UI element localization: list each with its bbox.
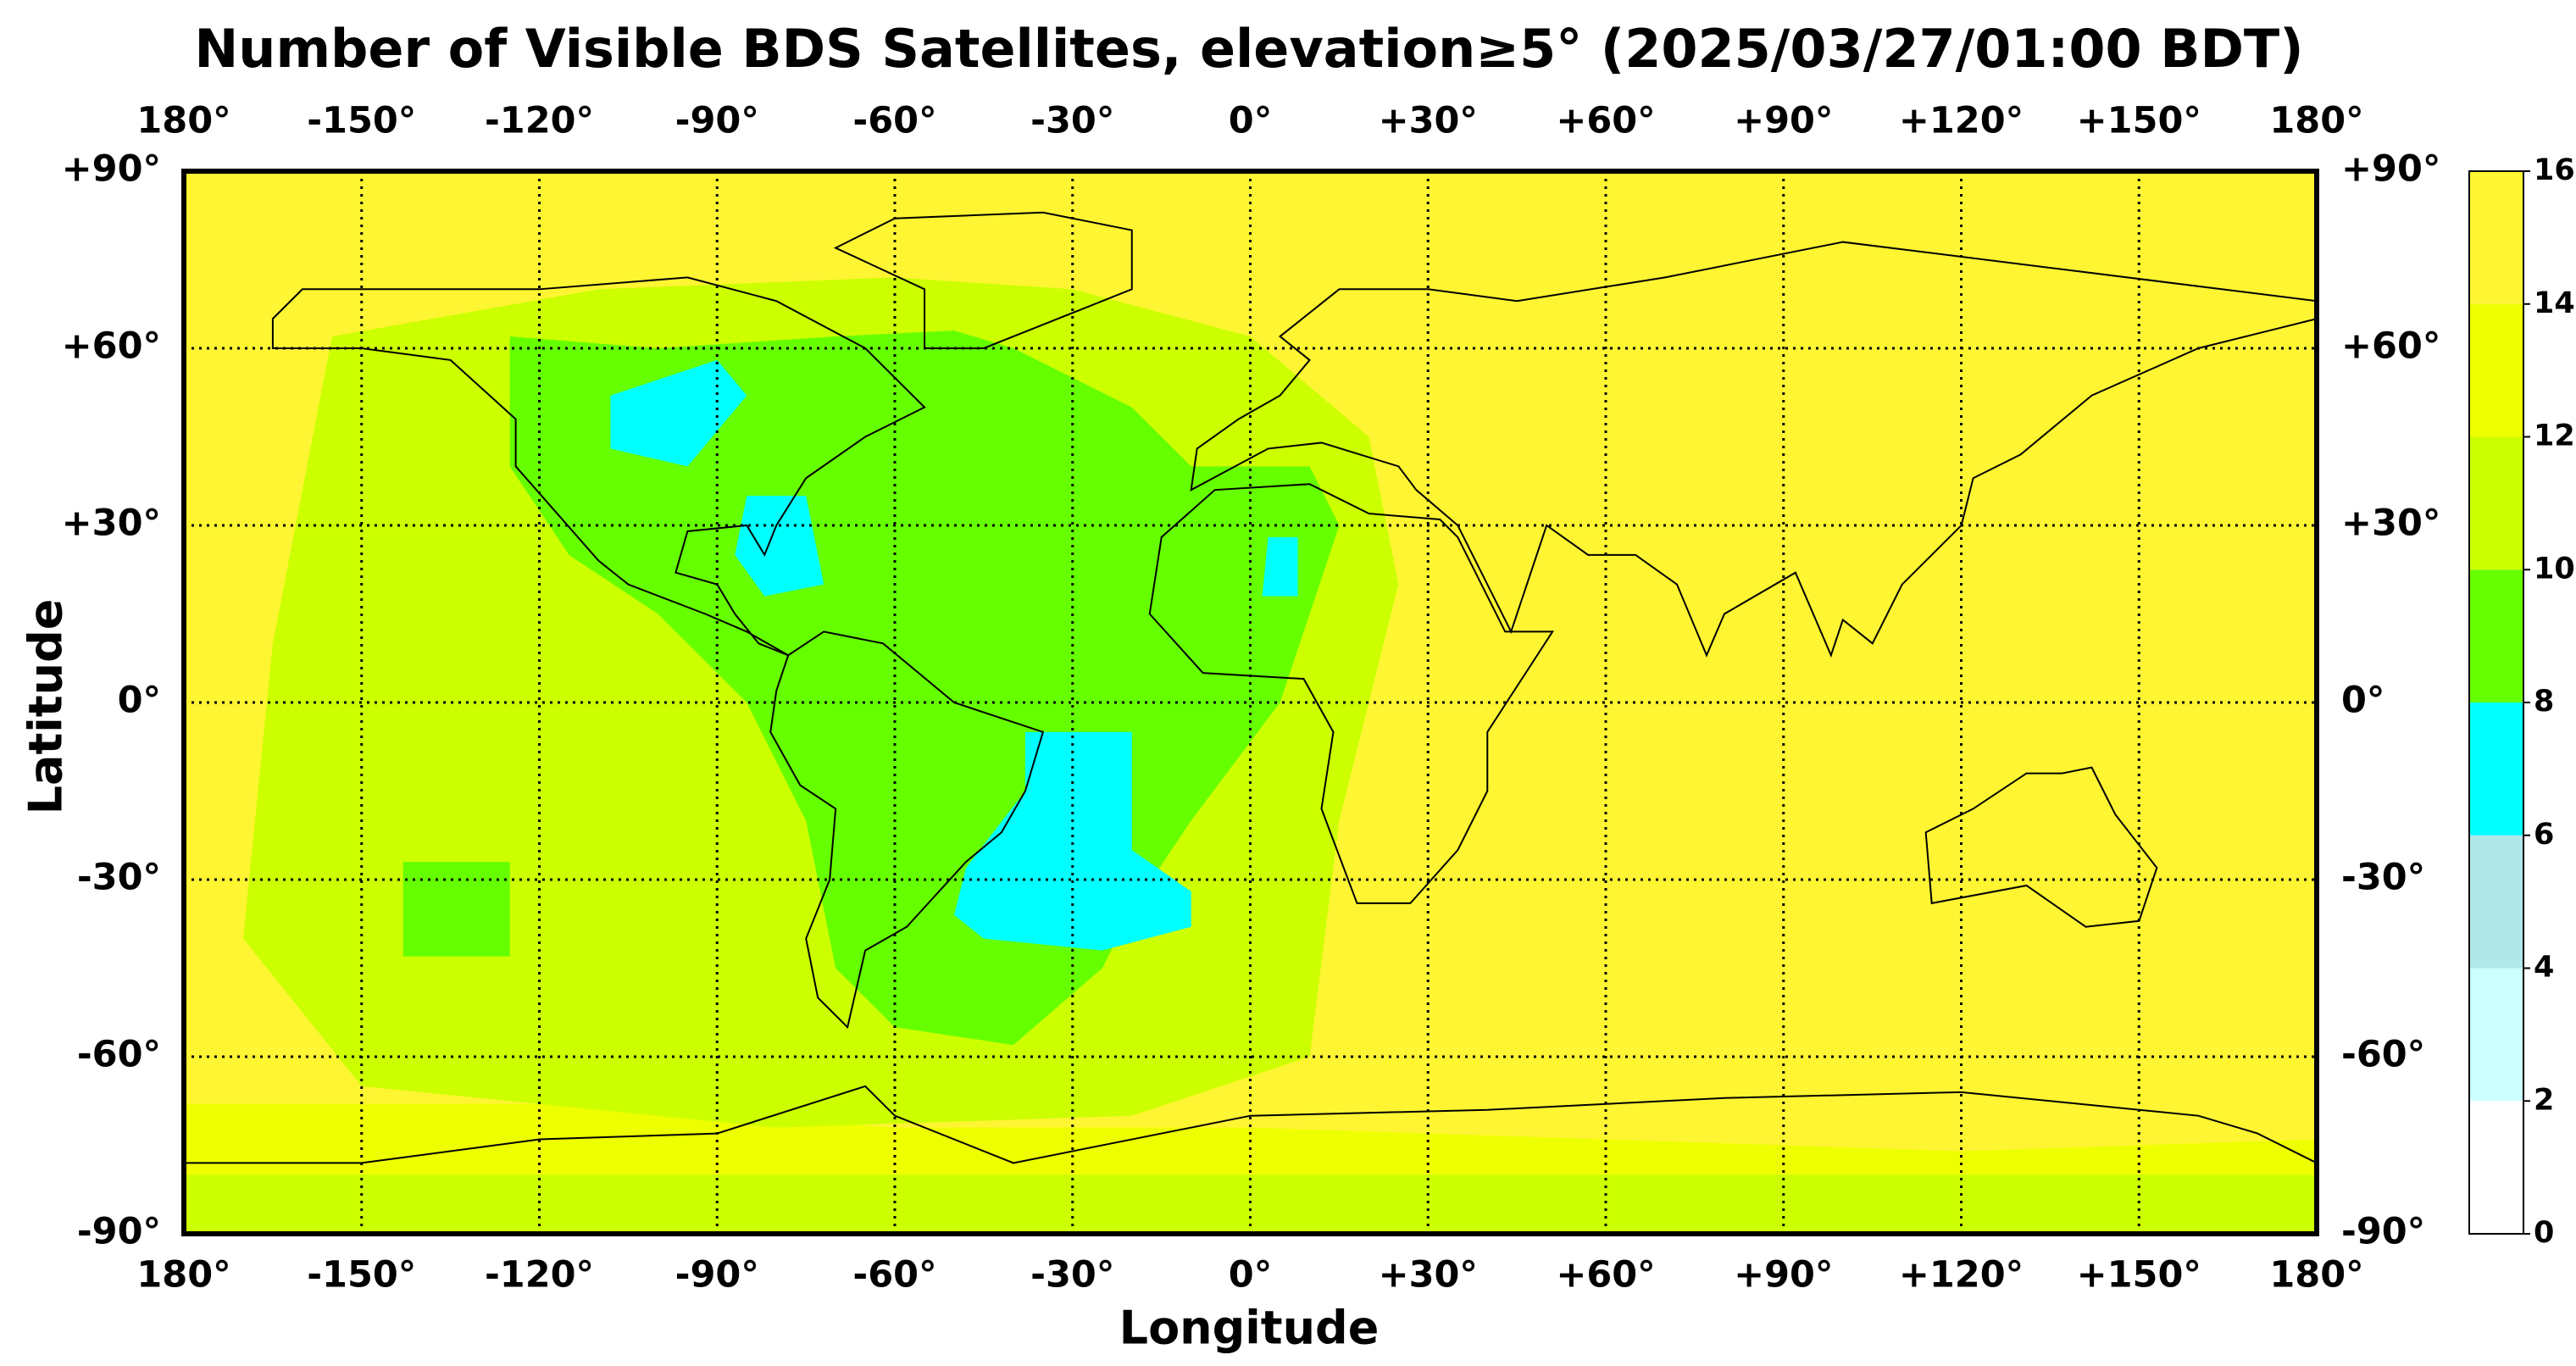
colorbar-tick-label: 8 [2534,685,2554,719]
colorbar-tick-label: 14 [2534,286,2575,320]
y-tick-label: +90° [2341,148,2440,191]
x-tick-label: 180° [2269,1254,2363,1297]
y-tick-label: -90° [2341,1211,2425,1253]
region [610,359,747,467]
y-tick-label: +60° [2341,325,2440,368]
x-tick-label: +120° [1899,1254,2024,1297]
x-tick-label: +90° [1734,100,1833,142]
colorbar-tick-label: 4 [2534,951,2554,985]
x-tick-label: -60° [852,1254,936,1297]
field-regions [184,277,2317,1234]
coastline [184,1086,2317,1163]
colorbar-tick-label: 16 [2534,153,2575,187]
x-tick-label: +150° [2077,100,2201,142]
x-tick-label: -60° [852,100,936,142]
x-tick-label: +60° [1556,100,1655,142]
x-tick-label: -30° [1030,1254,1114,1297]
colorbar-segment [2469,702,2523,836]
colorbar-segment [2469,171,2523,304]
x-tick-label: 180° [136,100,230,142]
region [402,862,510,957]
region [1262,536,1298,597]
y-tick-label: -60° [2341,1034,2425,1076]
y-tick-label: -60° [77,1034,161,1076]
colorbar-segment [2469,436,2523,570]
colorbar-tick-label: 6 [2534,818,2554,852]
x-tick-label: 180° [136,1254,230,1297]
colorbar-segment [2469,1101,2523,1234]
x-tick-label: -120° [485,100,594,142]
x-tick-label: -30° [1030,100,1114,142]
x-tick-label: -150° [307,100,416,142]
x-tick-label: 0° [1229,1254,1272,1297]
x-tick-label: -90° [675,100,759,142]
x-tick-label: +90° [1734,1254,1833,1297]
y-tick-label: -30° [77,857,161,899]
y-tick-label: 0° [2341,680,2384,722]
colorbar-tick-label: 0 [2534,1216,2554,1250]
y-tick-label: +30° [2341,503,2440,545]
x-tick-label: -90° [675,1254,759,1297]
coastline [273,277,924,655]
x-tick-label: +150° [2077,1254,2201,1297]
colorbar-segment [2469,968,2523,1102]
x-tick-label: 180° [2269,100,2363,142]
y-tick-label: +30° [62,503,161,545]
x-tick-label: +120° [1899,100,2024,142]
x-tick-label: -120° [485,1254,594,1297]
y-tick-label: +60° [62,325,161,368]
colorbar-tick-label: 2 [2534,1083,2554,1117]
colorbar-segment [2469,569,2523,702]
y-tick-label: -90° [77,1211,161,1253]
coastline [1150,484,1552,903]
coastline [1926,768,2157,927]
colorbar-tick-label: 10 [2534,552,2575,586]
x-tick-label: +60° [1556,1254,1655,1297]
y-tick-label: 0° [118,680,161,722]
colorbar-segment [2469,303,2523,437]
x-tick-label: +30° [1379,1254,1478,1297]
map-frame [181,169,2319,1236]
region [735,496,824,597]
region [184,1174,2317,1234]
x-tick-label: -150° [307,1254,416,1297]
colorbar-segment [2469,835,2523,969]
y-axis-label: Latitude [19,599,73,815]
y-tick-label: +90° [62,148,161,191]
map-title: Number of Visible BDS Satellites, elevat… [194,18,2303,80]
coastline [836,213,1132,348]
x-tick-label: 0° [1229,100,1272,142]
y-tick-label: -30° [2341,857,2425,899]
field [184,171,2317,1234]
colorbar-tick-label: 12 [2534,419,2575,453]
x-axis-label: Longitude [1119,1302,1380,1355]
x-tick-label: +30° [1379,100,1478,142]
